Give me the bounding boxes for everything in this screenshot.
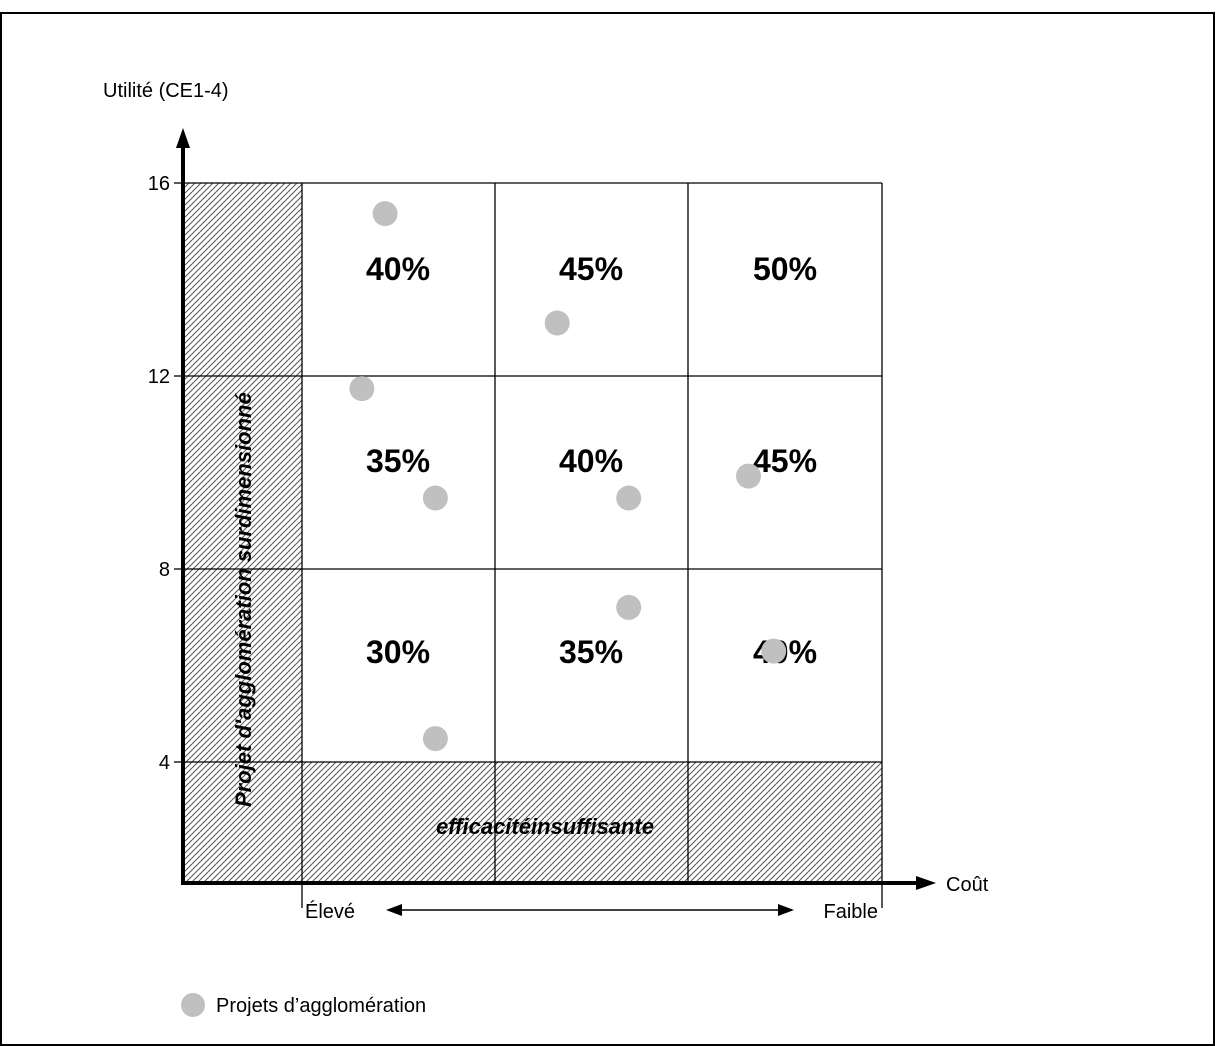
data-point [736,463,761,489]
x-axis-arrowhead [916,876,936,890]
percentage-labels: 40% 45% 50% 35% 40% 45% 30% 35% 40% [366,251,817,670]
cell-percentage: 35% [366,443,430,479]
y-tick-label: 8 [159,559,170,581]
insufficient-efficiency-label: efficacitéinsuffisante [436,814,654,839]
data-point [349,376,375,402]
cost-low-label: Faible [824,901,878,923]
data-point [761,638,787,664]
data-point [616,485,642,511]
data-point [372,201,398,227]
cell-percentage: 35% [559,634,623,670]
cell-percentage: 50% [753,251,817,287]
cell-percentage: 40% [559,443,623,479]
data-point [422,726,448,752]
y-tick-label: 16 [148,173,170,195]
data-points [349,201,787,752]
cost-range-arrow [386,904,794,916]
grid [183,182,883,908]
y-axis-label: Utilité (CE1-4) [103,80,229,102]
legend-marker [181,993,205,1017]
y-axis-arrowhead [176,128,190,148]
data-point [422,485,448,511]
y-tick-label: 4 [159,752,170,774]
data-point [616,594,642,620]
data-point [544,310,570,336]
figure-frame [0,12,1215,1046]
cell-percentage: 40% [366,251,430,287]
legend-label: Projets d’agglomération [216,995,426,1017]
cost-high-label: Élevé [305,900,355,923]
x-axis-label: Coût [946,874,989,896]
cell-percentage: 30% [366,634,430,670]
oversized-zone [183,183,302,883]
cell-percentage: 45% [753,443,817,479]
oversized-zone-label: Projet d'agglomération surdimensionné [231,392,256,807]
insufficient-efficiency-zone [302,762,882,883]
y-tick-label: 12 [148,366,170,388]
cell-percentage: 45% [559,251,623,287]
legend: Projets d’agglomération [181,993,426,1017]
